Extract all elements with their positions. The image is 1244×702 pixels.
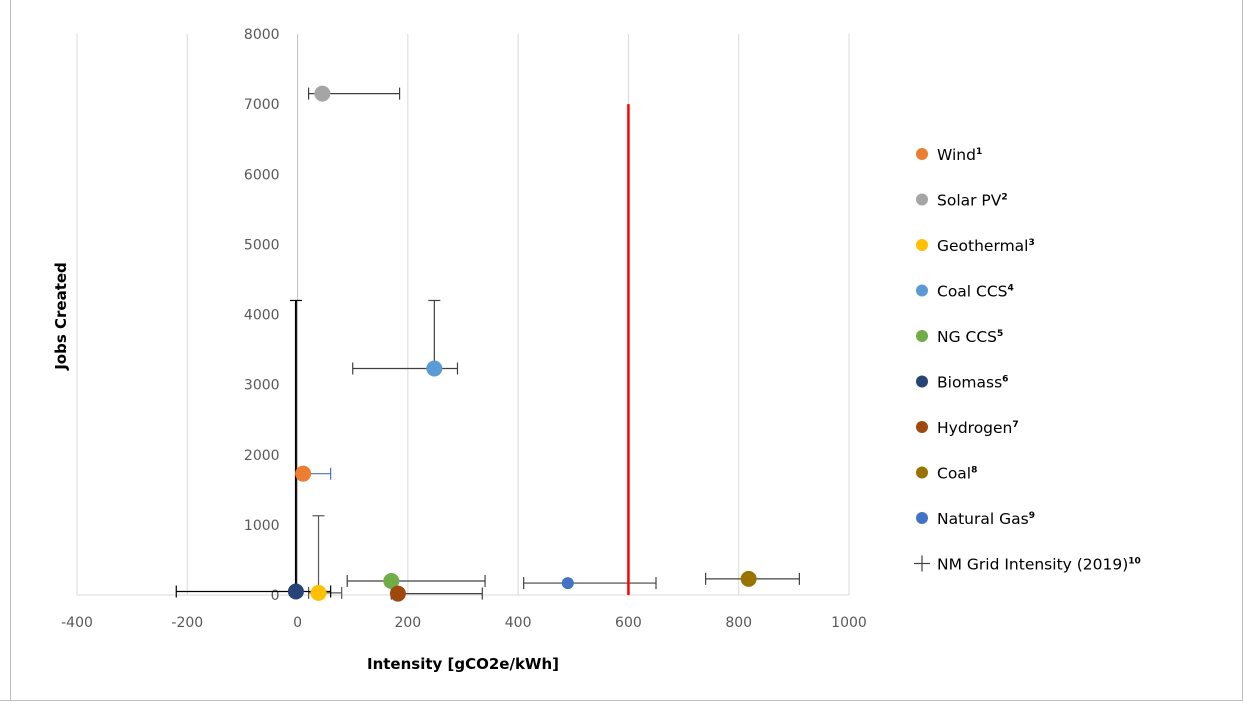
x-tick-label: 1000 bbox=[831, 615, 867, 631]
data-point-biomass bbox=[287, 583, 304, 600]
y-tick-label: 8000 bbox=[244, 27, 280, 43]
x-tick-label: 200 bbox=[394, 615, 421, 631]
legend-marker-icon bbox=[916, 512, 928, 524]
y-tick-label: 2000 bbox=[244, 448, 280, 464]
grid-lines bbox=[76, 34, 850, 595]
legend-marker-icon bbox=[916, 284, 928, 297]
data-point-solar-pv bbox=[314, 85, 331, 102]
legend-marker-icon bbox=[916, 421, 928, 433]
y-tick-label: 6000 bbox=[244, 167, 280, 183]
legend-marker-icon bbox=[916, 193, 928, 206]
y-axis-ticks: 0 1000 2000 3000 4000 5000 6000 7000 8000 bbox=[244, 27, 280, 604]
data-point-ng-ccs bbox=[383, 572, 400, 589]
x-tick-label: -400 bbox=[61, 615, 93, 631]
x-tick-label: 600 bbox=[615, 615, 642, 631]
legend-item-biomass: Biomass6 bbox=[916, 374, 1008, 392]
x-tick-label: 800 bbox=[725, 615, 752, 631]
y-tick-label: 1000 bbox=[244, 518, 280, 534]
legend-label: Solar PV2 bbox=[937, 192, 1008, 210]
legend-marker-icon bbox=[916, 148, 928, 160]
legend-item-solar-pv: Solar PV2 bbox=[916, 192, 1008, 210]
legend-item-ng-ccs: NG CCS5 bbox=[916, 328, 1003, 346]
data-point-geothermal bbox=[310, 584, 327, 601]
y-tick-label: 4000 bbox=[244, 308, 280, 324]
legend-marker-icon bbox=[916, 330, 928, 342]
legend-label: Natural Gas9 bbox=[937, 510, 1035, 528]
legend-marker-icon bbox=[916, 239, 928, 251]
legend-item-nm-grid-intensity-2019-: NM Grid Intensity (2019)10 bbox=[914, 555, 1141, 574]
y-tick-label: 7000 bbox=[244, 97, 280, 113]
data-point-coal bbox=[740, 570, 757, 587]
x-axis: -400 -200 0 200 400 600 800 1000 bbox=[61, 594, 867, 631]
plot-area bbox=[175, 85, 800, 602]
legend-label: NG CCS5 bbox=[937, 328, 1003, 346]
x-tick-label: 0 bbox=[293, 615, 302, 631]
y-tick-label: 3000 bbox=[244, 378, 280, 394]
legend-label: Wind1 bbox=[937, 146, 982, 164]
legend-item-wind: Wind1 bbox=[916, 146, 982, 164]
y-tick-label: 0 bbox=[271, 588, 280, 604]
legend-marker-icon bbox=[916, 375, 928, 388]
legend-item-hydrogen: Hydrogen7 bbox=[916, 419, 1019, 437]
frame-left-border bbox=[10, 0, 11, 700]
x-axis-label: Intensity [gCO2e/kWh] bbox=[367, 655, 559, 673]
legend-label: Hydrogen7 bbox=[937, 419, 1019, 437]
legend-label: Geothermal3 bbox=[937, 237, 1035, 255]
legend-item-coal: Coal8 bbox=[916, 465, 977, 483]
legend-item-coal-ccs: Coal CCS4 bbox=[916, 283, 1014, 301]
y-axis-label: Jobs Created bbox=[52, 262, 70, 371]
legend-label: Coal CCS4 bbox=[937, 283, 1014, 301]
legend: Wind1 Solar PV2 Geothermal3 Coal CCS4 NG CCS… bbox=[914, 146, 1141, 574]
y-tick-label: 5000 bbox=[244, 237, 280, 253]
legend-label: Coal8 bbox=[937, 465, 977, 483]
x-tick-label: 400 bbox=[505, 615, 532, 631]
legend-label: Biomass6 bbox=[937, 374, 1008, 392]
data-point-hydrogen bbox=[389, 585, 406, 602]
legend-item-natural-gas: Natural Gas9 bbox=[916, 510, 1035, 528]
data-point-wind bbox=[295, 465, 312, 482]
legend-marker-icon bbox=[916, 466, 928, 479]
data-point-natural-gas bbox=[561, 577, 574, 590]
data-point-coal-ccs bbox=[426, 360, 443, 377]
x-tick-label: -200 bbox=[171, 615, 203, 631]
legend-label: NM Grid Intensity (2019)10 bbox=[937, 556, 1141, 574]
legend-item-geothermal: Geothermal3 bbox=[916, 237, 1035, 255]
